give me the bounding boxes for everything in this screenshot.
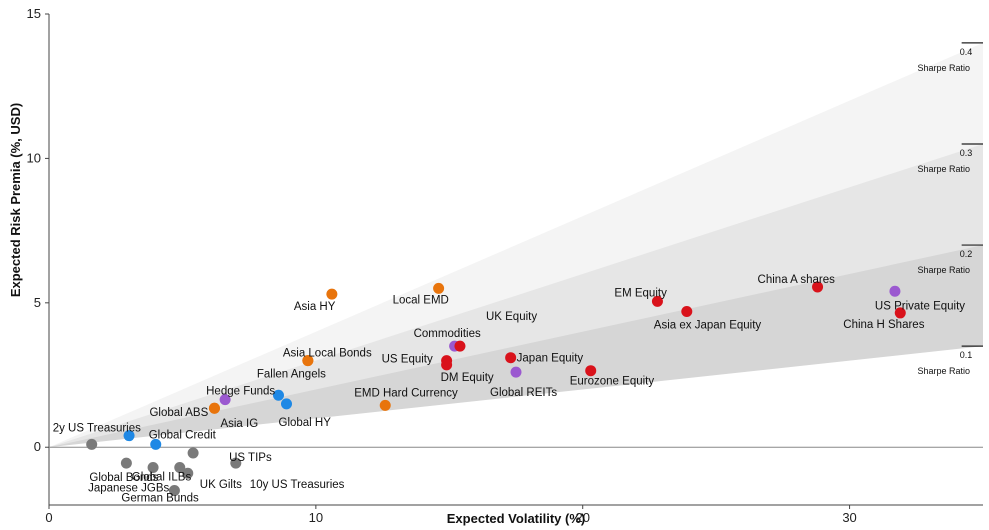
data-point	[441, 359, 453, 371]
data-point	[147, 461, 159, 473]
point-label: UK Gilts	[200, 479, 242, 491]
sharpe-ratio-caption: Sharpe Ratio	[917, 366, 970, 376]
point-label: US Private Equity	[875, 300, 965, 312]
sharpe-ratio-value: 0.3	[960, 148, 973, 158]
sharpe-ratio-value: 0.4	[960, 47, 973, 57]
data-point	[208, 402, 220, 414]
point-label: Global HY	[279, 417, 332, 429]
point-label: EM Equity	[614, 287, 667, 299]
point-label: China A shares	[758, 274, 836, 286]
point-label: Japanese JGBs	[88, 482, 169, 494]
data-point	[86, 438, 98, 450]
data-point	[120, 457, 132, 469]
data-point	[889, 285, 901, 297]
data-point	[123, 430, 135, 442]
point-label: US Equity	[382, 354, 433, 366]
y-axis-title: Expected Risk Premia (%, USD)	[8, 103, 23, 297]
y-tick-label: 15	[27, 6, 41, 21]
point-label: Asia HY	[294, 301, 336, 313]
point-label: Global Credit	[149, 429, 217, 441]
x-tick-label: 30	[842, 510, 856, 525]
data-point	[174, 461, 186, 473]
point-label: Asia IG	[220, 418, 258, 430]
data-point	[281, 398, 293, 410]
point-label: US TIPs	[229, 452, 272, 464]
sharpe-band-0.1	[49, 346, 983, 448]
sharpe-ratio-caption: Sharpe Ratio	[917, 63, 970, 73]
data-point	[219, 394, 231, 406]
data-point	[510, 366, 522, 378]
sharpe-ratio-value: 0.2	[960, 249, 973, 259]
axes: 0 5 10 15 0 10 20 30	[27, 6, 983, 525]
point-label: Global ABS	[149, 407, 208, 419]
data-point	[585, 365, 597, 377]
point-label: Global REITs	[490, 387, 557, 399]
data-point	[651, 295, 663, 307]
point-label: Global ILBs	[132, 471, 192, 483]
point-label: DM Equity	[441, 372, 494, 384]
point-label: Eurozone Equity	[570, 376, 655, 388]
point-label: Local EMD	[393, 294, 449, 306]
data-point	[187, 447, 199, 459]
x-tick-label: 10	[309, 510, 323, 525]
data-point	[230, 457, 242, 469]
data-point	[302, 355, 314, 367]
data-point	[150, 438, 162, 450]
point-label: Asia Local Bonds	[283, 348, 372, 360]
data-point	[433, 282, 445, 294]
point-label: Commodities	[414, 328, 481, 340]
point-label: Hedge Funds	[206, 386, 275, 398]
data-point	[454, 340, 466, 352]
data-point	[894, 307, 906, 319]
point-label: Asia ex Japan Equity	[654, 319, 762, 331]
data-points	[86, 281, 906, 497]
data-point	[812, 281, 824, 293]
sharpe-ratio-value: 0.1	[960, 350, 973, 360]
y-tick-label: 0	[34, 439, 41, 454]
point-label: EMD Hard Currency	[354, 387, 458, 399]
point-label: 10y US Treasuries	[250, 479, 345, 491]
x-axis-title: Expected Volatility (%)	[447, 511, 585, 526]
data-point	[168, 485, 180, 497]
data-point	[681, 305, 693, 317]
sharpe-ratio-caption: Sharpe Ratio	[917, 265, 970, 275]
data-point	[272, 389, 284, 401]
point-label: UK Equity	[486, 311, 537, 323]
data-point	[505, 352, 517, 364]
sharpe-ratio-caption: Sharpe Ratio	[917, 164, 970, 174]
point-label: German Bunds	[121, 493, 199, 505]
point-label: 2y US Treasuries	[53, 422, 141, 434]
x-tick-label: 0	[45, 510, 52, 525]
y-tick-label: 5	[34, 295, 41, 310]
data-point	[326, 288, 338, 300]
point-label: China H Shares	[843, 319, 924, 331]
data-point	[379, 399, 391, 411]
point-label: Fallen Angels	[257, 369, 326, 381]
y-tick-label: 10	[27, 150, 41, 165]
point-label: Global Bonds	[89, 472, 158, 484]
data-point	[182, 467, 194, 479]
x-tick-label: 20	[575, 510, 589, 525]
point-label: Japan Equity	[517, 353, 584, 365]
sharpe-ratio-bands: 0.4 Sharpe Ratio 0.3 Sharpe Ratio 0.2 Sharpe …	[49, 42, 983, 448]
